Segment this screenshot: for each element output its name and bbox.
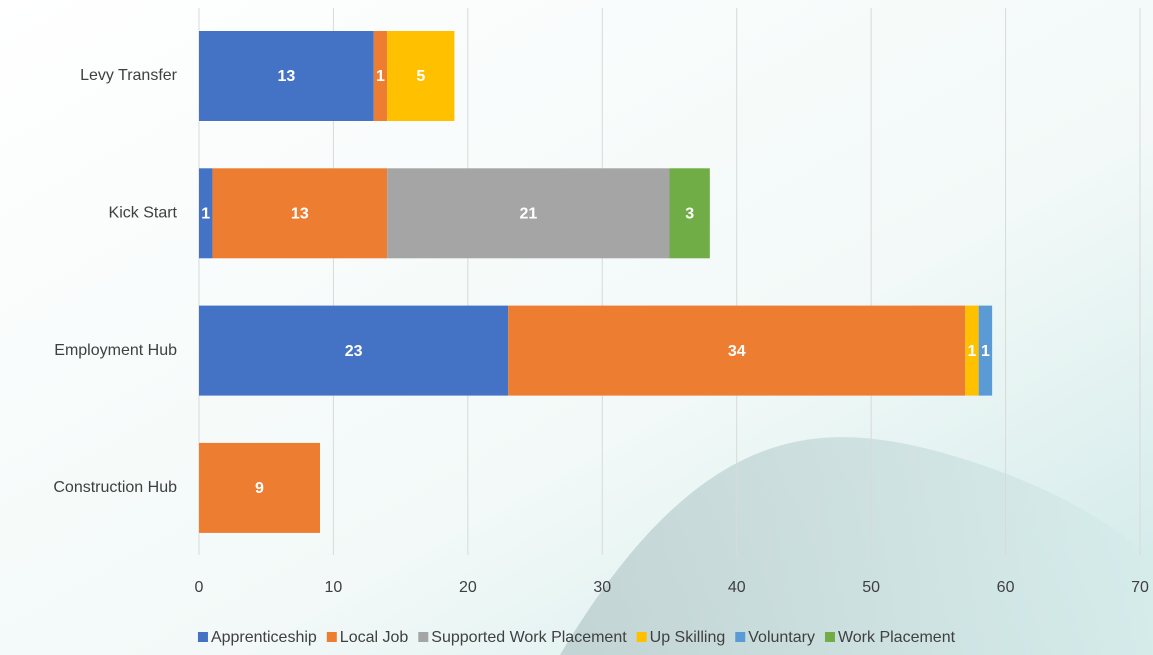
bar-segment: [965, 305, 979, 396]
legend-label: Supported Work Placement: [431, 629, 627, 646]
bar-segment: [978, 305, 993, 396]
data-label: 23: [345, 343, 363, 360]
legend-label: Voluntary: [748, 629, 815, 646]
data-label: 9: [255, 480, 264, 497]
legend-label: Work Placement: [838, 629, 956, 646]
x-tick-label: 30: [593, 579, 611, 596]
x-tick-label: 20: [459, 579, 477, 596]
legend-label: Up Skilling: [650, 629, 726, 646]
legend-swatch: [326, 632, 337, 642]
x-tick-label: 0: [195, 579, 204, 596]
data-label: 1: [201, 206, 210, 223]
legend-label: Local Job: [340, 629, 409, 646]
data-label: 1: [376, 68, 385, 85]
data-label: 13: [277, 68, 295, 85]
data-label: 3: [685, 206, 694, 223]
x-tick-label: 50: [862, 579, 880, 596]
bar-segment: [387, 31, 455, 121]
legend-swatch: [418, 632, 429, 642]
bar-segment: [199, 442, 320, 533]
data-label: 1: [968, 343, 977, 360]
data-label: 5: [416, 68, 425, 85]
x-tick-label: 40: [728, 579, 746, 596]
bar-segment: [212, 168, 388, 259]
y-tick-label: Construction Hub: [53, 479, 177, 496]
bar-segment: [387, 168, 670, 259]
y-tick-label: Levy Transfer: [80, 67, 178, 84]
legend: Apprenticeship Local Job Supported Work Pl…: [197, 629, 956, 646]
bar-segment: [199, 168, 213, 259]
bar-segment: [373, 31, 388, 121]
background-hill: [560, 437, 1153, 655]
y-tick-label: Kick Start: [109, 205, 178, 222]
data-label: 13: [291, 206, 309, 223]
legend-swatch: [636, 632, 647, 642]
data-label: 1: [981, 343, 990, 360]
x-tick-label: 10: [325, 579, 343, 596]
bar-segment: [508, 305, 966, 396]
legend-swatch: [735, 632, 746, 642]
data-label: 21: [519, 206, 537, 223]
data-label: 34: [728, 343, 746, 360]
x-tick-label: 60: [997, 579, 1015, 596]
x-tick-label: 70: [1131, 579, 1149, 596]
y-tick-label: Employment Hub: [54, 342, 177, 359]
bar-segment: [199, 31, 374, 121]
legend-swatch: [197, 632, 208, 642]
legend-swatch: [824, 632, 835, 642]
bars: [199, 31, 993, 533]
legend-label: Apprenticeship: [211, 629, 317, 646]
bar-segment: [669, 168, 710, 259]
bar-segment: [199, 305, 509, 396]
